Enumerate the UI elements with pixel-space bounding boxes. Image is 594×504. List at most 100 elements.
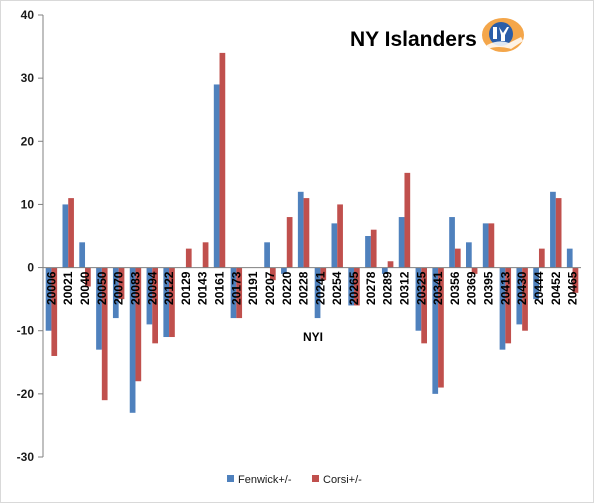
- bar-corsi-20265: [354, 267, 360, 306]
- x-tick-label: 20465: [566, 271, 580, 305]
- x-tick-label: 20050: [95, 271, 109, 305]
- bar-fenwick-20289: [381, 267, 388, 274]
- bar-fenwick-20369: [466, 242, 472, 268]
- bar-fenwick-20070: [112, 267, 119, 319]
- legend-swatch-fenwick: [227, 475, 234, 482]
- bar-fenwick-20341: [432, 267, 439, 394]
- y-tick-label: -10: [17, 324, 35, 338]
- x-tick-label: 20289: [381, 271, 395, 305]
- bar-corsi-20254: [337, 204, 343, 268]
- x-tick-label: 20265: [347, 271, 361, 305]
- bar-corsi-20444: [538, 248, 545, 268]
- x-tick-label: 20083: [128, 271, 142, 305]
- x-tick-label: 20395: [482, 271, 496, 305]
- bar-corsi-20312: [404, 172, 411, 268]
- y-tick-label: -20: [17, 387, 35, 401]
- bar-fenwick-20173: [230, 267, 237, 319]
- x-tick-label: 20241: [313, 271, 327, 305]
- bar-fenwick-20413: [499, 267, 506, 350]
- bar-corsi-20325: [421, 267, 427, 344]
- bar-fenwick-20122: [163, 267, 170, 338]
- bar-corsi-20143: [202, 242, 209, 268]
- x-tick-label: 20369: [465, 271, 479, 305]
- y-tick-label: 20: [21, 134, 35, 148]
- y-tick-label: 10: [21, 197, 35, 211]
- bar-fenwick-20161: [213, 84, 220, 268]
- x-tick-label: 20413: [498, 271, 512, 305]
- bar-fenwick-20452: [550, 191, 556, 268]
- x-tick-label: 20129: [179, 271, 193, 305]
- x-tick-label: 20228: [297, 271, 311, 305]
- x-axis-label: NYI: [303, 330, 323, 344]
- bar-corsi-20228: [303, 198, 310, 268]
- bar-fenwick-20006: [45, 267, 52, 331]
- bar-corsi-20161: [219, 52, 226, 268]
- bar-fenwick-20465: [566, 248, 573, 268]
- bar-fenwick-20444: [533, 267, 539, 300]
- y-tick-label: -30: [17, 450, 35, 464]
- x-tick-label: 20173: [229, 271, 243, 305]
- chart-title: NY Islanders: [350, 28, 477, 51]
- bar-corsi-20129: [185, 248, 192, 268]
- team-logo: [480, 16, 526, 54]
- bar-corsi-20094: [152, 267, 158, 344]
- y-tick-label: 40: [21, 8, 35, 22]
- bar-corsi-20289: [387, 261, 394, 268]
- bar-fenwick-20040: [79, 242, 86, 268]
- bar-corsi-20021: [68, 198, 74, 268]
- x-tick-label: 20094: [145, 271, 159, 305]
- x-tick-label: 20122: [162, 271, 176, 305]
- bar-fenwick-20265: [348, 267, 355, 306]
- x-tick-label: 20254: [330, 271, 344, 305]
- bar-corsi-20173: [236, 267, 243, 319]
- bar-fenwick-20220: [281, 267, 287, 274]
- bar-corsi-20465: [572, 267, 579, 293]
- bar-fenwick-20094: [146, 267, 153, 325]
- legend-label-fenwick: Fenwick+/-: [238, 474, 292, 486]
- legend: Fenwick+/- Corsi+/-: [227, 474, 362, 486]
- bar-corsi-20413: [505, 267, 512, 344]
- bar-fenwick-20050: [96, 267, 102, 350]
- bar-fenwick-20083: [129, 267, 136, 413]
- bars: [45, 52, 579, 413]
- bar-corsi-20241: [320, 267, 327, 281]
- y-tick-label: 0: [27, 261, 34, 275]
- x-tick-label: 20341: [431, 271, 445, 305]
- bar-fenwick-20356: [449, 217, 455, 268]
- bar-corsi-20395: [488, 223, 495, 268]
- bar-corsi-20040: [85, 267, 91, 287]
- bar-corsi-20369: [471, 267, 478, 274]
- x-tick-label: 20161: [213, 271, 227, 305]
- x-tick-label: 20452: [549, 271, 563, 305]
- bar-fenwick-20430: [516, 267, 523, 325]
- bar-fenwick-20241: [314, 267, 321, 319]
- bar-fenwick-20325: [415, 267, 422, 331]
- bar-corsi-20452: [555, 198, 562, 268]
- bar-corsi-20356: [454, 248, 461, 268]
- x-axis: 20006 20021 20040 20050 20070 20083 20094 20122…: [43, 267, 581, 305]
- bar-corsi-20207: [269, 267, 276, 281]
- x-tick-label: 20312: [397, 271, 411, 305]
- bar-fenwick-20207: [264, 242, 270, 268]
- x-tick-label: 20220: [280, 271, 294, 305]
- x-tick-label: 20070: [112, 271, 126, 305]
- bar-corsi-20341: [438, 267, 444, 388]
- bar-corsi-20278: [370, 229, 377, 268]
- x-tick-label: 20444: [532, 271, 546, 305]
- x-tick-label: 20207: [263, 271, 277, 305]
- x-tick-label: 20040: [78, 271, 92, 305]
- x-tick-label: 20278: [364, 271, 378, 305]
- bar-fenwick-20278: [365, 236, 371, 268]
- y-axis: 40 30 20 10 0 -10 -20 -30: [17, 8, 44, 464]
- bar-corsi-20430: [522, 267, 528, 331]
- x-tick-label: 20356: [448, 271, 462, 305]
- x-tick-label: 20021: [61, 271, 75, 305]
- bar-fenwick-20395: [482, 223, 489, 268]
- x-tick-label: 20325: [414, 271, 428, 305]
- x-tick-label: 20430: [515, 271, 529, 305]
- bar-fenwick-20228: [297, 191, 304, 268]
- bar-corsi-20220: [286, 217, 293, 268]
- x-tick-label: 20006: [44, 271, 58, 305]
